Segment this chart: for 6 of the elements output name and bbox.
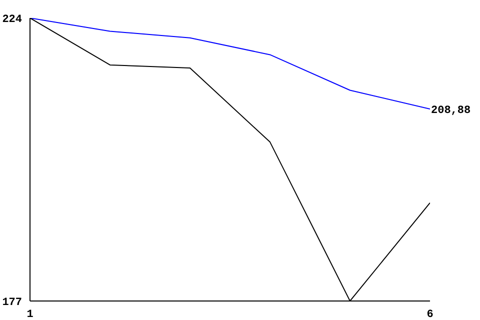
x-tick-label: 6 (426, 308, 434, 320)
y-tick-label: 177 (2, 296, 22, 309)
line-series (30, 18, 430, 110)
annotation: 208,88 (431, 104, 472, 117)
x-tick-label: 1 (26, 308, 34, 320)
y-tick-label: 224 (2, 14, 22, 26)
